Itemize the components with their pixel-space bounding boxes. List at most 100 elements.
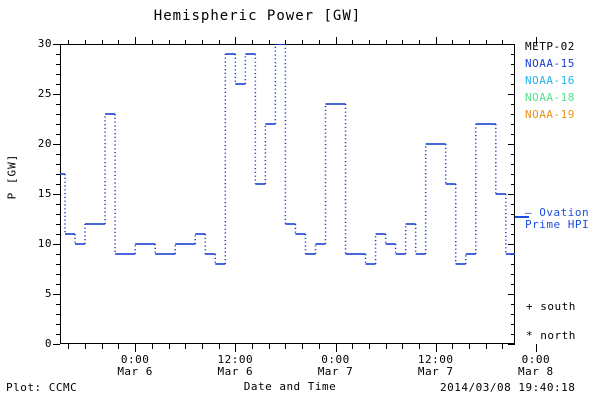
x-tick-minor [85,344,87,349]
footer-plot-source: Plot: CCMC [6,381,78,394]
x-tick-major [135,344,137,352]
y-tick-minor [56,124,60,125]
x-tick-minor [168,40,170,45]
x-tick-minor [151,344,153,349]
x-tick-minor [101,344,103,349]
y-tick-minor [511,274,515,275]
x-tick-time: 0:00 [120,353,150,366]
y-tick-minor [511,334,515,335]
x-tick-minor [268,344,270,349]
y-tick-minor [56,254,60,255]
x-tick-minor [502,344,504,349]
y-tick-minor [511,64,515,65]
x-tick-major [235,37,237,45]
y-tick-minor [56,134,60,135]
x-tick-date: Mar 8 [518,365,554,378]
x-tick-major [135,37,137,45]
legend-entry-noaa-18: NOAA-18 [525,91,575,104]
legend-entry-noaa-19: NOAA-19 [525,108,575,121]
x-tick-minor [368,344,370,349]
x-tick-minor [452,344,454,349]
x-tick-date: Mar 7 [417,365,454,378]
legend-entry-metp-02: METP-02 [525,40,575,53]
y-tick-major [53,94,60,95]
y-tick-minor [56,264,60,265]
y-tick-minor [511,314,515,315]
y-tick-minor [56,314,60,315]
y-tick-minor [511,104,515,105]
x-tick-minor [418,40,420,45]
x-tick-major [235,344,237,352]
x-tick-minor [85,40,87,45]
legend: METP-02 NOAA-15 NOAA-16 NOAA-18 NOAA-19 [525,38,575,123]
x-tick-date: Mar 7 [317,365,354,378]
y-tick-major [53,244,60,245]
x-tick-label: 12:00 Mar 6 [195,354,275,378]
x-tick-minor [118,40,120,45]
x-tick-minor [502,40,504,45]
y-tick-label: 0 [44,337,52,350]
y-tick-major [508,44,515,45]
data-series-canvas [60,44,515,265]
y-tick-minor [511,74,515,75]
x-tick-label: 0:00 Mar 6 [95,354,175,378]
ovation-legend-line1: — Ovation [525,206,590,219]
y-tick-minor [511,324,515,325]
y-tick-minor [56,54,60,55]
x-tick-minor [68,40,70,45]
page-title: Hemispheric Power [GW] [153,8,362,24]
y-tick-minor [511,214,515,215]
y-tick-minor [56,174,60,175]
y-tick-minor [56,154,60,155]
x-tick-minor [101,40,103,45]
y-tick-major [508,94,515,95]
y-tick-minor [511,154,515,155]
x-tick-major [335,344,337,352]
x-tick-time: 0:00 [521,353,551,366]
y-tick-minor [56,324,60,325]
y-tick-minor [56,334,60,335]
y-tick-minor [56,274,60,275]
x-tick-minor [452,40,454,45]
y-tick-major [53,294,60,295]
x-tick-minor [218,344,220,349]
ovation-legend-line [515,216,529,218]
y-tick-minor [56,284,60,285]
y-tick-major [53,144,60,145]
y-tick-minor [511,204,515,205]
y-axis-label: P [GW] [5,153,19,200]
x-tick-major [535,37,537,45]
y-tick-label: 20 [37,137,52,150]
x-tick-minor [302,40,304,45]
x-tick-minor [368,40,370,45]
y-tick-minor [511,304,515,305]
y-tick-minor [56,234,60,235]
y-tick-major [508,244,515,245]
x-tick-minor [385,40,387,45]
x-tick-minor [402,40,404,45]
y-tick-minor [56,164,60,165]
y-tick-minor [56,224,60,225]
legend-symbol-north: * north [526,329,576,342]
x-tick-major [435,344,437,352]
y-tick-minor [56,214,60,215]
x-tick-minor [318,344,320,349]
y-tick-major [508,144,515,145]
y-tick-minor [56,104,60,105]
x-tick-minor [68,344,70,349]
x-tick-minor [402,344,404,349]
y-tick-minor [511,234,515,235]
legend-entry-noaa-15: NOAA-15 [525,57,575,70]
x-tick-major [335,37,337,45]
x-tick-minor [352,344,354,349]
x-tick-date: Mar 6 [117,365,153,378]
x-axis-label: Date and Time [243,380,337,393]
y-tick-minor [511,84,515,85]
y-tick-minor [511,54,515,55]
ovation-legend: — Ovation Prime HPI [525,207,589,231]
y-tick-minor [511,124,515,125]
x-tick-minor [201,344,203,349]
y-tick-label: 15 [37,187,52,200]
x-tick-minor [302,344,304,349]
